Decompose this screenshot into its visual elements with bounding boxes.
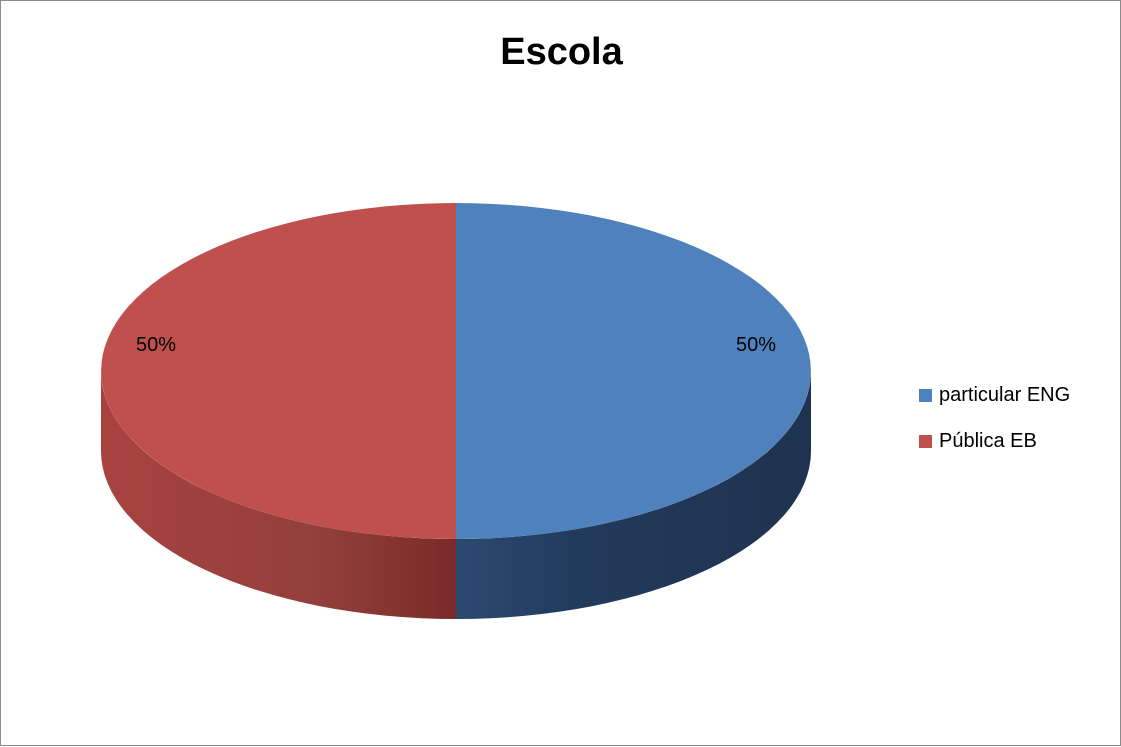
data-labels: 50% 50% bbox=[136, 334, 776, 356]
slice-side-0 bbox=[456, 371, 811, 619]
legend-swatch-particular bbox=[919, 388, 932, 402]
data-label-1: 50% bbox=[136, 334, 176, 356]
data-label-0: 50% bbox=[736, 334, 776, 356]
chart-title: Escola bbox=[500, 31, 623, 73]
legend-label-particular: particular ENG bbox=[939, 383, 1071, 406]
pie-slices bbox=[101, 203, 811, 619]
legend-item-publica: Pública EB bbox=[919, 427, 1070, 455]
slice-side-1 bbox=[101, 371, 456, 619]
legend: particular ENG Pública EB bbox=[919, 381, 1070, 473]
legend-swatch-publica bbox=[919, 434, 932, 448]
slice-top-1 bbox=[101, 203, 456, 539]
legend-label-publica: Pública EB bbox=[939, 429, 1037, 452]
legend-item-particular: particular ENG bbox=[919, 381, 1070, 409]
slice-top-0 bbox=[456, 203, 811, 539]
